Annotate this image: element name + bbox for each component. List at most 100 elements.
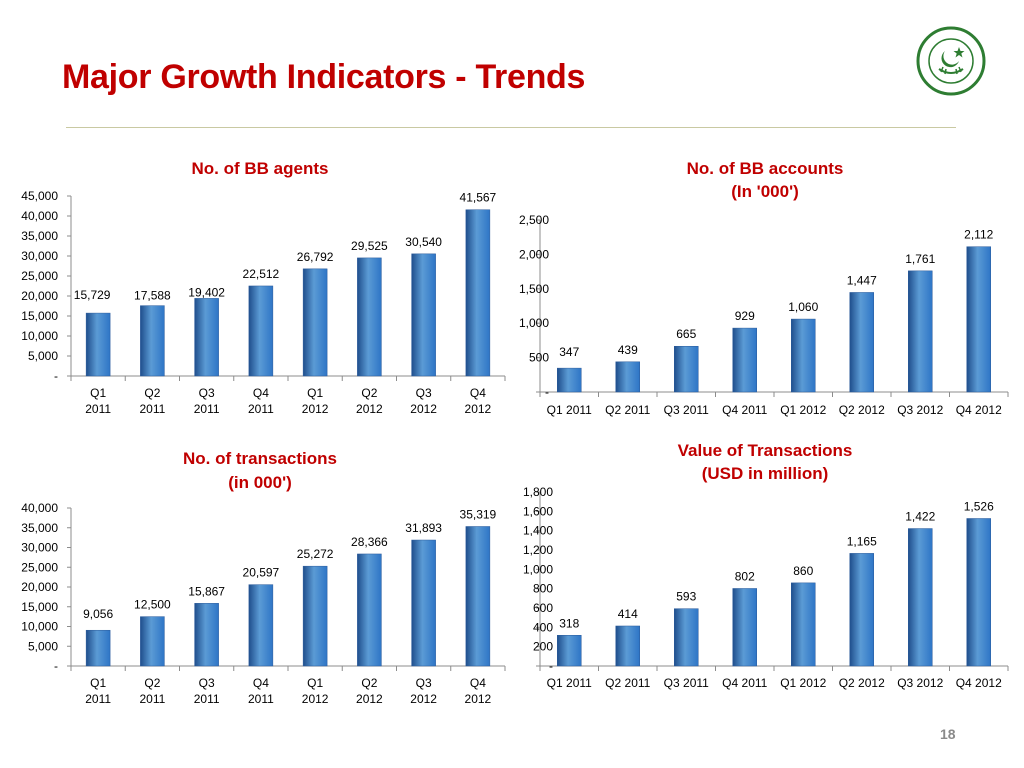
chart1-x-tick-label-year: 2011 bbox=[139, 402, 165, 416]
chart3-x-tick-label-year: 2011 bbox=[85, 692, 111, 706]
chart1-data-label: 15,729 bbox=[74, 288, 111, 302]
chart4-subtitle: (USD in million) bbox=[702, 464, 829, 483]
chart1-x-tick-label-quarter: Q4 bbox=[470, 386, 486, 400]
chart2-data-label: 439 bbox=[618, 343, 638, 357]
chart2-data-label: 2,112 bbox=[964, 228, 993, 242]
chart3-x-tick-label-quarter: Q3 bbox=[416, 676, 432, 690]
chart2-data-label: 1,761 bbox=[905, 252, 935, 266]
chart2-x-tick-label: Q1 2011 bbox=[547, 403, 592, 417]
chart2-bar bbox=[615, 361, 640, 393]
page-title: Major Growth Indicators - Trends bbox=[62, 58, 586, 96]
chart3-x-tick-label-year: 2011 bbox=[248, 692, 274, 706]
chart1-x-tick-label-year: 2012 bbox=[302, 402, 329, 416]
chart2-subtitle: (In '000') bbox=[731, 182, 799, 201]
chart2-x-tick-label: Q3 2011 bbox=[664, 403, 709, 417]
chart4-x-tick-label: Q3 2011 bbox=[664, 676, 709, 690]
chart4-x-tick-label: Q4 2012 bbox=[956, 676, 1002, 690]
chart4-data-label: 1,165 bbox=[847, 534, 877, 548]
chart3-data-label: 15,867 bbox=[188, 584, 225, 598]
chart4-bar bbox=[791, 582, 816, 667]
chart1-data-label: 41,567 bbox=[460, 191, 497, 205]
chart4-bar bbox=[615, 625, 640, 667]
chart4-data-label: 1,526 bbox=[964, 499, 994, 513]
chart3-x-tick-label-year: 2011 bbox=[139, 692, 165, 706]
chart4-y-tick-label: 1,600 bbox=[523, 504, 553, 518]
chart2-bar bbox=[732, 327, 757, 393]
chart2-x-tick-label: Q2 2012 bbox=[839, 403, 885, 417]
chart3-bar bbox=[465, 526, 491, 667]
chart3-x-tick-label-quarter: Q1 bbox=[307, 676, 323, 690]
chart2-y-tick-label: 1,000 bbox=[519, 316, 549, 330]
chart3-x-tick-label-year: 2012 bbox=[465, 692, 492, 706]
chart3-y-tick-label: - bbox=[54, 659, 58, 673]
chart3-y-tick-label: 25,000 bbox=[21, 560, 58, 574]
chart3-data-label: 25,272 bbox=[297, 547, 334, 561]
chart3-bar bbox=[85, 629, 111, 667]
chart4-y-tick-label: 800 bbox=[533, 582, 553, 596]
chart4-y-tick-label: 1,800 bbox=[523, 485, 553, 499]
chart1-data-label: 30,540 bbox=[405, 235, 442, 249]
chart1-y-tick-label: 25,000 bbox=[21, 269, 58, 283]
chart3-title: No. of transactions bbox=[183, 449, 337, 468]
chart2-bar bbox=[908, 270, 933, 393]
chart1-bar bbox=[85, 312, 111, 377]
chart2-bar bbox=[966, 246, 991, 393]
chart3-x-tick-label-quarter: Q2 bbox=[144, 676, 160, 690]
chart1-x-tick-label-year: 2011 bbox=[194, 402, 220, 416]
chart4-y-tick-label: 1,000 bbox=[523, 562, 553, 576]
chart3-y-tick-label: 35,000 bbox=[21, 521, 58, 535]
chart3-y-tick-label: 40,000 bbox=[21, 501, 58, 515]
chart2-y-tick-label: - bbox=[545, 385, 549, 399]
chart4-bar bbox=[966, 518, 991, 667]
chart3-data-label: 20,597 bbox=[243, 566, 280, 580]
chart2-x-tick-label: Q3 2012 bbox=[897, 403, 943, 417]
chart2-y-tick-label: 500 bbox=[529, 351, 549, 365]
chart4-y-tick-label: 400 bbox=[533, 620, 553, 634]
chart2-bar bbox=[849, 292, 874, 393]
chart1-bar bbox=[302, 268, 328, 377]
chart2-bar bbox=[791, 318, 816, 393]
chart2-bar bbox=[557, 367, 582, 393]
chart1-bar bbox=[140, 305, 165, 377]
chart3-bar bbox=[140, 616, 165, 667]
chart1-x-tick-label-year: 2011 bbox=[85, 402, 111, 416]
chart3-y-tick-label: 10,000 bbox=[21, 620, 58, 634]
chart4-bar bbox=[557, 635, 582, 667]
chart3-x-tick-label-quarter: Q2 bbox=[361, 676, 377, 690]
chart1-x-tick-label-year: 2012 bbox=[410, 402, 437, 416]
chart2-data-label: 1,060 bbox=[788, 300, 818, 314]
chart1-bar bbox=[194, 298, 219, 377]
chart1-y-tick-label: 20,000 bbox=[21, 289, 58, 303]
chart3-bar bbox=[248, 584, 274, 667]
chart3-data-label: 28,366 bbox=[351, 535, 388, 549]
chart1-x-tick-label-quarter: Q3 bbox=[199, 386, 215, 400]
chart3-y-tick-label: 15,000 bbox=[21, 600, 58, 614]
chart1-y-tick-label: 35,000 bbox=[21, 229, 58, 243]
chart4-data-label: 802 bbox=[735, 569, 755, 583]
chart3-data-label: 31,893 bbox=[405, 521, 442, 535]
chart1-x-tick-label-year: 2011 bbox=[248, 402, 274, 416]
chart1-data-label: 26,792 bbox=[297, 250, 334, 264]
chart3-bar bbox=[357, 553, 382, 667]
chart3-bar bbox=[302, 565, 328, 667]
chart4-y-tick-label: 600 bbox=[533, 601, 553, 615]
chart2-y-tick-label: 2,500 bbox=[519, 213, 549, 227]
chart3-data-label: 35,319 bbox=[460, 507, 497, 521]
chart1-x-tick-label-quarter: Q1 bbox=[307, 386, 323, 400]
chart2-x-tick-label: Q2 2011 bbox=[605, 403, 650, 417]
chart4-x-tick-label: Q4 2011 bbox=[722, 676, 767, 690]
chart4-y-tick-label: - bbox=[549, 659, 553, 673]
chart3-subtitle: (in 000') bbox=[228, 473, 292, 492]
chart4-x-tick-label: Q1 2012 bbox=[780, 676, 826, 690]
chart1-bar bbox=[411, 253, 436, 377]
chart2-x-tick-label: Q4 2011 bbox=[722, 403, 767, 417]
chart3-x-tick-label-year: 2011 bbox=[194, 692, 220, 706]
chart3-x-tick-label-quarter: Q4 bbox=[470, 676, 486, 690]
chart1-bar bbox=[248, 285, 274, 377]
chart1-x-tick-label-quarter: Q2 bbox=[144, 386, 160, 400]
chart3-x-tick-label-year: 2012 bbox=[302, 692, 329, 706]
chart1-x-tick-label-quarter: Q1 bbox=[90, 386, 106, 400]
chart1-x-tick-label-quarter: Q2 bbox=[361, 386, 377, 400]
chart1-data-label: 22,512 bbox=[243, 267, 280, 281]
